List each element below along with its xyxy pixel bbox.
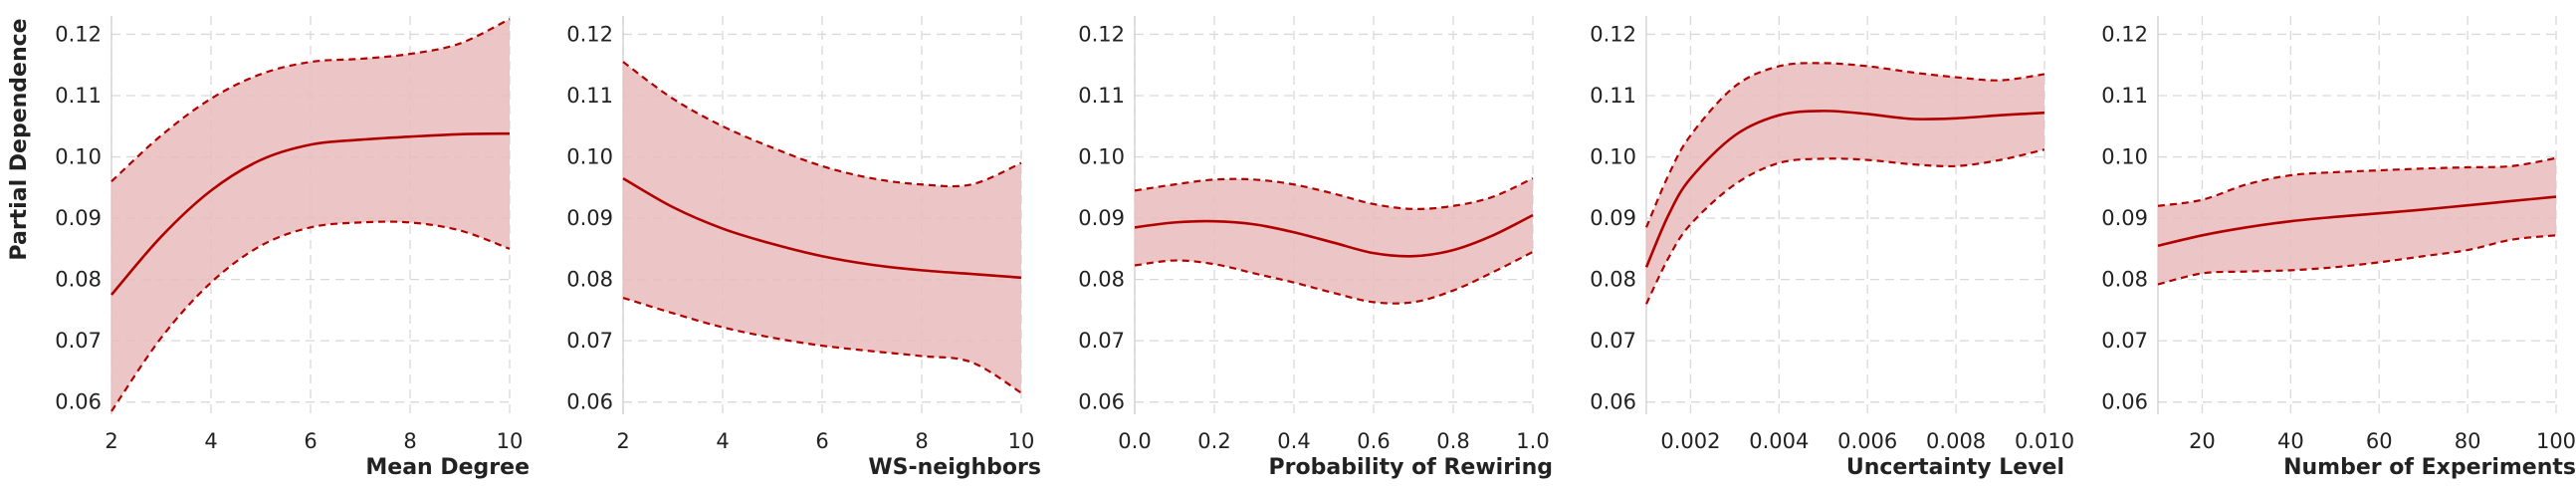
x-tick-label: 2 <box>616 429 629 453</box>
partial-dependence-line <box>622 176 1022 280</box>
y-tick-label: 0.08 <box>1590 268 1636 292</box>
y-tick-label: 0.09 <box>2101 206 2148 230</box>
x-tick-label: 10 <box>1008 429 1035 453</box>
confidence-band <box>111 19 510 411</box>
lower-bound-line <box>1134 250 1534 305</box>
y-tick-label: 0.07 <box>1078 329 1125 353</box>
y-tick-label: 0.09 <box>1078 206 1125 230</box>
upper-bound-line <box>1644 62 2045 228</box>
x-axis-label: Number of Experiments <box>2283 455 2576 480</box>
x-tick-label: 80 <box>2455 429 2481 453</box>
y-tick-label: 0.09 <box>1590 206 1636 230</box>
x-tick-label: 4 <box>204 429 217 453</box>
x-tick-label: 0.006 <box>1837 429 1897 453</box>
x-tick-label: 100 <box>2536 429 2576 453</box>
x-tick-label: 6 <box>304 429 317 453</box>
lower-bound-line <box>2157 234 2557 286</box>
y-tick-label: 0.06 <box>2101 390 2148 414</box>
x-tick-label: 0.0 <box>1118 429 1151 453</box>
y-tick-label: 0.06 <box>1590 390 1636 414</box>
y-tick-label: 0.11 <box>55 84 102 108</box>
x-tick-label: 0.010 <box>2015 429 2074 453</box>
x-tick-label: 60 <box>2366 429 2393 453</box>
x-axis-label: Mean Degree <box>365 455 530 480</box>
partial-dependence-line <box>1644 110 2045 268</box>
partial-dependence-line <box>110 131 511 296</box>
y-tick-label: 0.10 <box>55 145 102 169</box>
x-tick-label: 0.002 <box>1660 429 1720 453</box>
x-tick-label: 0.004 <box>1749 429 1809 453</box>
y-tick-label: 0.12 <box>55 22 102 46</box>
x-tick-label: 6 <box>815 429 828 453</box>
y-tick-label: 0.11 <box>2101 84 2148 108</box>
x-axis-label: Probability of Rewiring <box>1269 455 1553 480</box>
y-tick-label: 0.06 <box>566 390 613 414</box>
confidence-band <box>623 62 1021 393</box>
x-axis-label: Uncertainty Level <box>1846 455 2064 480</box>
x-tick-label: 0.4 <box>1277 429 1310 453</box>
partial-dependence-line <box>2157 195 2557 248</box>
x-tick-label: 0.2 <box>1197 429 1230 453</box>
y-tick-label: 0.08 <box>55 268 102 292</box>
partial-dependence-line <box>1134 213 1534 258</box>
x-tick-label: 0.6 <box>1357 429 1390 453</box>
x-tick-label: 10 <box>497 429 524 453</box>
upper-bound-line <box>2157 156 2557 207</box>
lower-bound-line <box>110 220 511 412</box>
y-tick-label: 0.07 <box>55 329 102 353</box>
y-tick-label: 0.12 <box>2101 22 2148 46</box>
y-tick-label: 0.10 <box>566 145 613 169</box>
y-tick-label: 0.08 <box>2101 268 2148 292</box>
y-tick-label: 0.11 <box>1078 84 1125 108</box>
y-tick-label: 0.12 <box>566 22 613 46</box>
y-tick-label: 0.12 <box>1078 22 1125 46</box>
y-tick-label: 0.09 <box>55 206 102 230</box>
confidence-band <box>1646 63 2044 305</box>
y-tick-label: 0.08 <box>566 268 613 292</box>
upper-bound-line <box>622 61 1022 188</box>
y-tick-label: 0.12 <box>1590 22 1636 46</box>
y-tick-label: 0.06 <box>55 390 102 414</box>
y-tick-label: 0.10 <box>1078 145 1125 169</box>
y-tick-label: 0.07 <box>2101 329 2148 353</box>
y-tick-label: 0.08 <box>1078 268 1125 292</box>
upper-bound-line <box>110 18 511 182</box>
y-tick-label: 0.10 <box>1590 145 1636 169</box>
confidence-band <box>2158 157 2556 285</box>
x-tick-label: 2 <box>105 429 117 453</box>
y-tick-label: 0.11 <box>1590 84 1636 108</box>
y-axis-label: Partial Dependence <box>7 18 32 260</box>
lower-bound-line <box>1645 148 2045 305</box>
x-tick-label: 4 <box>716 429 729 453</box>
x-tick-label: 0.008 <box>1926 429 1986 453</box>
x-tick-label: 40 <box>2277 429 2304 453</box>
y-tick-label: 0.07 <box>1590 329 1636 353</box>
confidence-band <box>1135 178 1533 304</box>
y-tick-label: 0.11 <box>566 84 613 108</box>
y-tick-label: 0.09 <box>566 206 613 230</box>
x-tick-label: 8 <box>915 429 928 453</box>
x-tick-label: 1.0 <box>1516 429 1549 453</box>
y-tick-label: 0.07 <box>566 329 613 353</box>
x-tick-label: 8 <box>403 429 416 453</box>
x-axis-label: WS-neighbors <box>868 455 1041 480</box>
lower-bound-line <box>622 297 1022 394</box>
x-tick-label: 20 <box>2189 429 2216 453</box>
y-tick-label: 0.06 <box>1078 390 1125 414</box>
y-tick-label: 0.10 <box>2101 145 2148 169</box>
x-tick-label: 0.8 <box>1436 429 1469 453</box>
